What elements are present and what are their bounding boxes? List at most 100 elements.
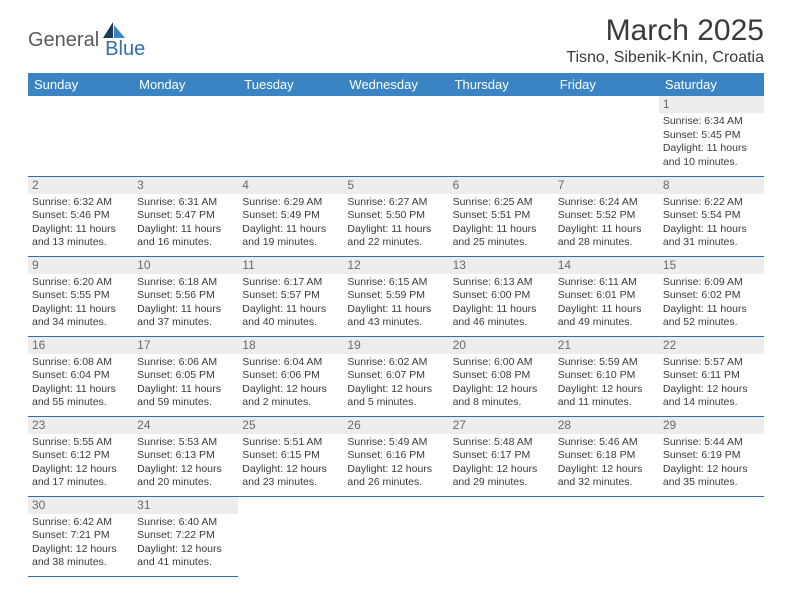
- day-number: 24: [133, 417, 238, 434]
- day-info-line: and 16 minutes.: [137, 236, 234, 249]
- day-info-line: Sunset: 6:15 PM: [242, 449, 339, 462]
- calendar-empty-cell: [343, 96, 448, 176]
- logo-text-general: General: [28, 29, 99, 52]
- day-info-line: Sunset: 7:21 PM: [32, 529, 129, 542]
- calendar-day-cell: 25Sunrise: 5:51 AMSunset: 6:15 PMDayligh…: [238, 416, 343, 496]
- day-info-line: Daylight: 11 hours: [32, 383, 129, 396]
- day-info-line: and 26 minutes.: [347, 476, 444, 489]
- page-title: March 2025: [566, 14, 764, 47]
- day-info-line: and 37 minutes.: [137, 316, 234, 329]
- day-info-line: and 14 minutes.: [663, 396, 760, 409]
- day-info-line: Daylight: 12 hours: [558, 383, 655, 396]
- day-info-line: Sunrise: 5:49 AM: [347, 436, 444, 449]
- location-label: Tisno, Sibenik-Knin, Croatia: [566, 49, 764, 67]
- day-info-line: and 52 minutes.: [663, 316, 760, 329]
- day-number: 22: [659, 337, 764, 354]
- calendar-table: SundayMondayTuesdayWednesdayThursdayFrid…: [28, 73, 764, 577]
- day-number: 6: [449, 177, 554, 194]
- day-info-line: Daylight: 11 hours: [663, 223, 760, 236]
- day-info-line: and 2 minutes.: [242, 396, 339, 409]
- day-info-line: Daylight: 11 hours: [242, 303, 339, 316]
- day-info-line: Sunset: 5:55 PM: [32, 289, 129, 302]
- calendar-day-cell: 28Sunrise: 5:46 AMSunset: 6:18 PMDayligh…: [554, 416, 659, 496]
- day-info-line: and 22 minutes.: [347, 236, 444, 249]
- day-info-line: Sunrise: 6:09 AM: [663, 276, 760, 289]
- day-info-line: Sunrise: 5:57 AM: [663, 356, 760, 369]
- day-info-line: Daylight: 12 hours: [347, 463, 444, 476]
- day-number: 19: [343, 337, 448, 354]
- weekday-header: Wednesday: [343, 73, 448, 96]
- calendar-week-row: 23Sunrise: 5:55 AMSunset: 6:12 PMDayligh…: [28, 416, 764, 496]
- day-info-line: and 40 minutes.: [242, 316, 339, 329]
- day-number: 15: [659, 257, 764, 274]
- calendar-day-cell: 27Sunrise: 5:48 AMSunset: 6:17 PMDayligh…: [449, 416, 554, 496]
- day-info-line: Sunset: 6:10 PM: [558, 369, 655, 382]
- day-info-line: Sunrise: 5:53 AM: [137, 436, 234, 449]
- day-info-line: Sunset: 6:06 PM: [242, 369, 339, 382]
- day-info-line: and 17 minutes.: [32, 476, 129, 489]
- day-info-line: and 46 minutes.: [453, 316, 550, 329]
- calendar-day-cell: 20Sunrise: 6:00 AMSunset: 6:08 PMDayligh…: [449, 336, 554, 416]
- calendar-day-cell: 6Sunrise: 6:25 AMSunset: 5:51 PMDaylight…: [449, 176, 554, 256]
- calendar-day-cell: 17Sunrise: 6:06 AMSunset: 6:05 PMDayligh…: [133, 336, 238, 416]
- day-info-line: Sunrise: 6:25 AM: [453, 196, 550, 209]
- day-number: 26: [343, 417, 448, 434]
- day-info-line: and 32 minutes.: [558, 476, 655, 489]
- day-number: 20: [449, 337, 554, 354]
- day-info-line: Sunrise: 6:06 AM: [137, 356, 234, 369]
- day-info-line: Sunrise: 6:29 AM: [242, 196, 339, 209]
- day-info-line: Daylight: 11 hours: [663, 303, 760, 316]
- day-info-line: Daylight: 12 hours: [137, 543, 234, 556]
- day-info-line: Sunrise: 6:04 AM: [242, 356, 339, 369]
- weekday-header: Tuesday: [238, 73, 343, 96]
- day-info-line: and 25 minutes.: [453, 236, 550, 249]
- day-info-line: and 8 minutes.: [453, 396, 550, 409]
- day-info-line: Sunset: 5:52 PM: [558, 209, 655, 222]
- day-info-line: Daylight: 11 hours: [453, 303, 550, 316]
- day-info-line: Sunrise: 5:48 AM: [453, 436, 550, 449]
- day-number: 4: [238, 177, 343, 194]
- day-info-line: Sunrise: 6:17 AM: [242, 276, 339, 289]
- day-info-line: Daylight: 12 hours: [32, 543, 129, 556]
- day-info-line: and 11 minutes.: [558, 396, 655, 409]
- day-info-line: Daylight: 12 hours: [32, 463, 129, 476]
- day-info-line: Sunrise: 6:42 AM: [32, 516, 129, 529]
- day-number: 27: [449, 417, 554, 434]
- day-info-line: Sunrise: 6:15 AM: [347, 276, 444, 289]
- day-info-line: Sunset: 5:50 PM: [347, 209, 444, 222]
- day-info-line: Sunrise: 6:34 AM: [663, 115, 760, 128]
- day-info-line: Sunset: 6:19 PM: [663, 449, 760, 462]
- calendar-week-row: 30Sunrise: 6:42 AMSunset: 7:21 PMDayligh…: [28, 496, 764, 576]
- day-info-line: Daylight: 11 hours: [558, 303, 655, 316]
- calendar-day-cell: 1Sunrise: 6:34 AMSunset: 5:45 PMDaylight…: [659, 96, 764, 176]
- day-info-line: Daylight: 11 hours: [32, 303, 129, 316]
- calendar-day-cell: 24Sunrise: 5:53 AMSunset: 6:13 PMDayligh…: [133, 416, 238, 496]
- day-info-line: and 43 minutes.: [347, 316, 444, 329]
- calendar-week-row: 9Sunrise: 6:20 AMSunset: 5:55 PMDaylight…: [28, 256, 764, 336]
- day-number: 31: [133, 497, 238, 514]
- logo: General Blue: [28, 20, 145, 61]
- day-info-line: Sunrise: 5:55 AM: [32, 436, 129, 449]
- day-info-line: Sunset: 6:07 PM: [347, 369, 444, 382]
- day-info-line: and 23 minutes.: [242, 476, 339, 489]
- day-number: 14: [554, 257, 659, 274]
- day-number: 23: [28, 417, 133, 434]
- day-info-line: and 20 minutes.: [137, 476, 234, 489]
- day-info-line: Sunset: 6:00 PM: [453, 289, 550, 302]
- day-info-line: Sunset: 5:45 PM: [663, 129, 760, 142]
- calendar-page: General Blue March 2025 Tisno, Sibenik-K…: [0, 0, 792, 577]
- day-info-line: and 29 minutes.: [453, 476, 550, 489]
- calendar-body: 1 Sunrise: 6:34 AMSunset: 5:45 PM Daylight…: [28, 96, 764, 576]
- calendar-empty-cell: [28, 96, 133, 176]
- calendar-empty-cell: [133, 96, 238, 176]
- day-info-line: Daylight: 12 hours: [663, 383, 760, 396]
- day-info-line: Sunrise: 6:27 AM: [347, 196, 444, 209]
- day-info-line: and 38 minutes.: [32, 556, 129, 569]
- calendar-day-cell: 12Sunrise: 6:15 AMSunset: 5:59 PMDayligh…: [343, 256, 448, 336]
- day-number: 1: [659, 96, 764, 113]
- day-number: 3: [133, 177, 238, 194]
- calendar-header-row: SundayMondayTuesdayWednesdayThursdayFrid…: [28, 73, 764, 96]
- calendar-empty-cell: [449, 96, 554, 176]
- day-info-line: Sunrise: 6:32 AM: [32, 196, 129, 209]
- day-info-line: Sunset: 6:13 PM: [137, 449, 234, 462]
